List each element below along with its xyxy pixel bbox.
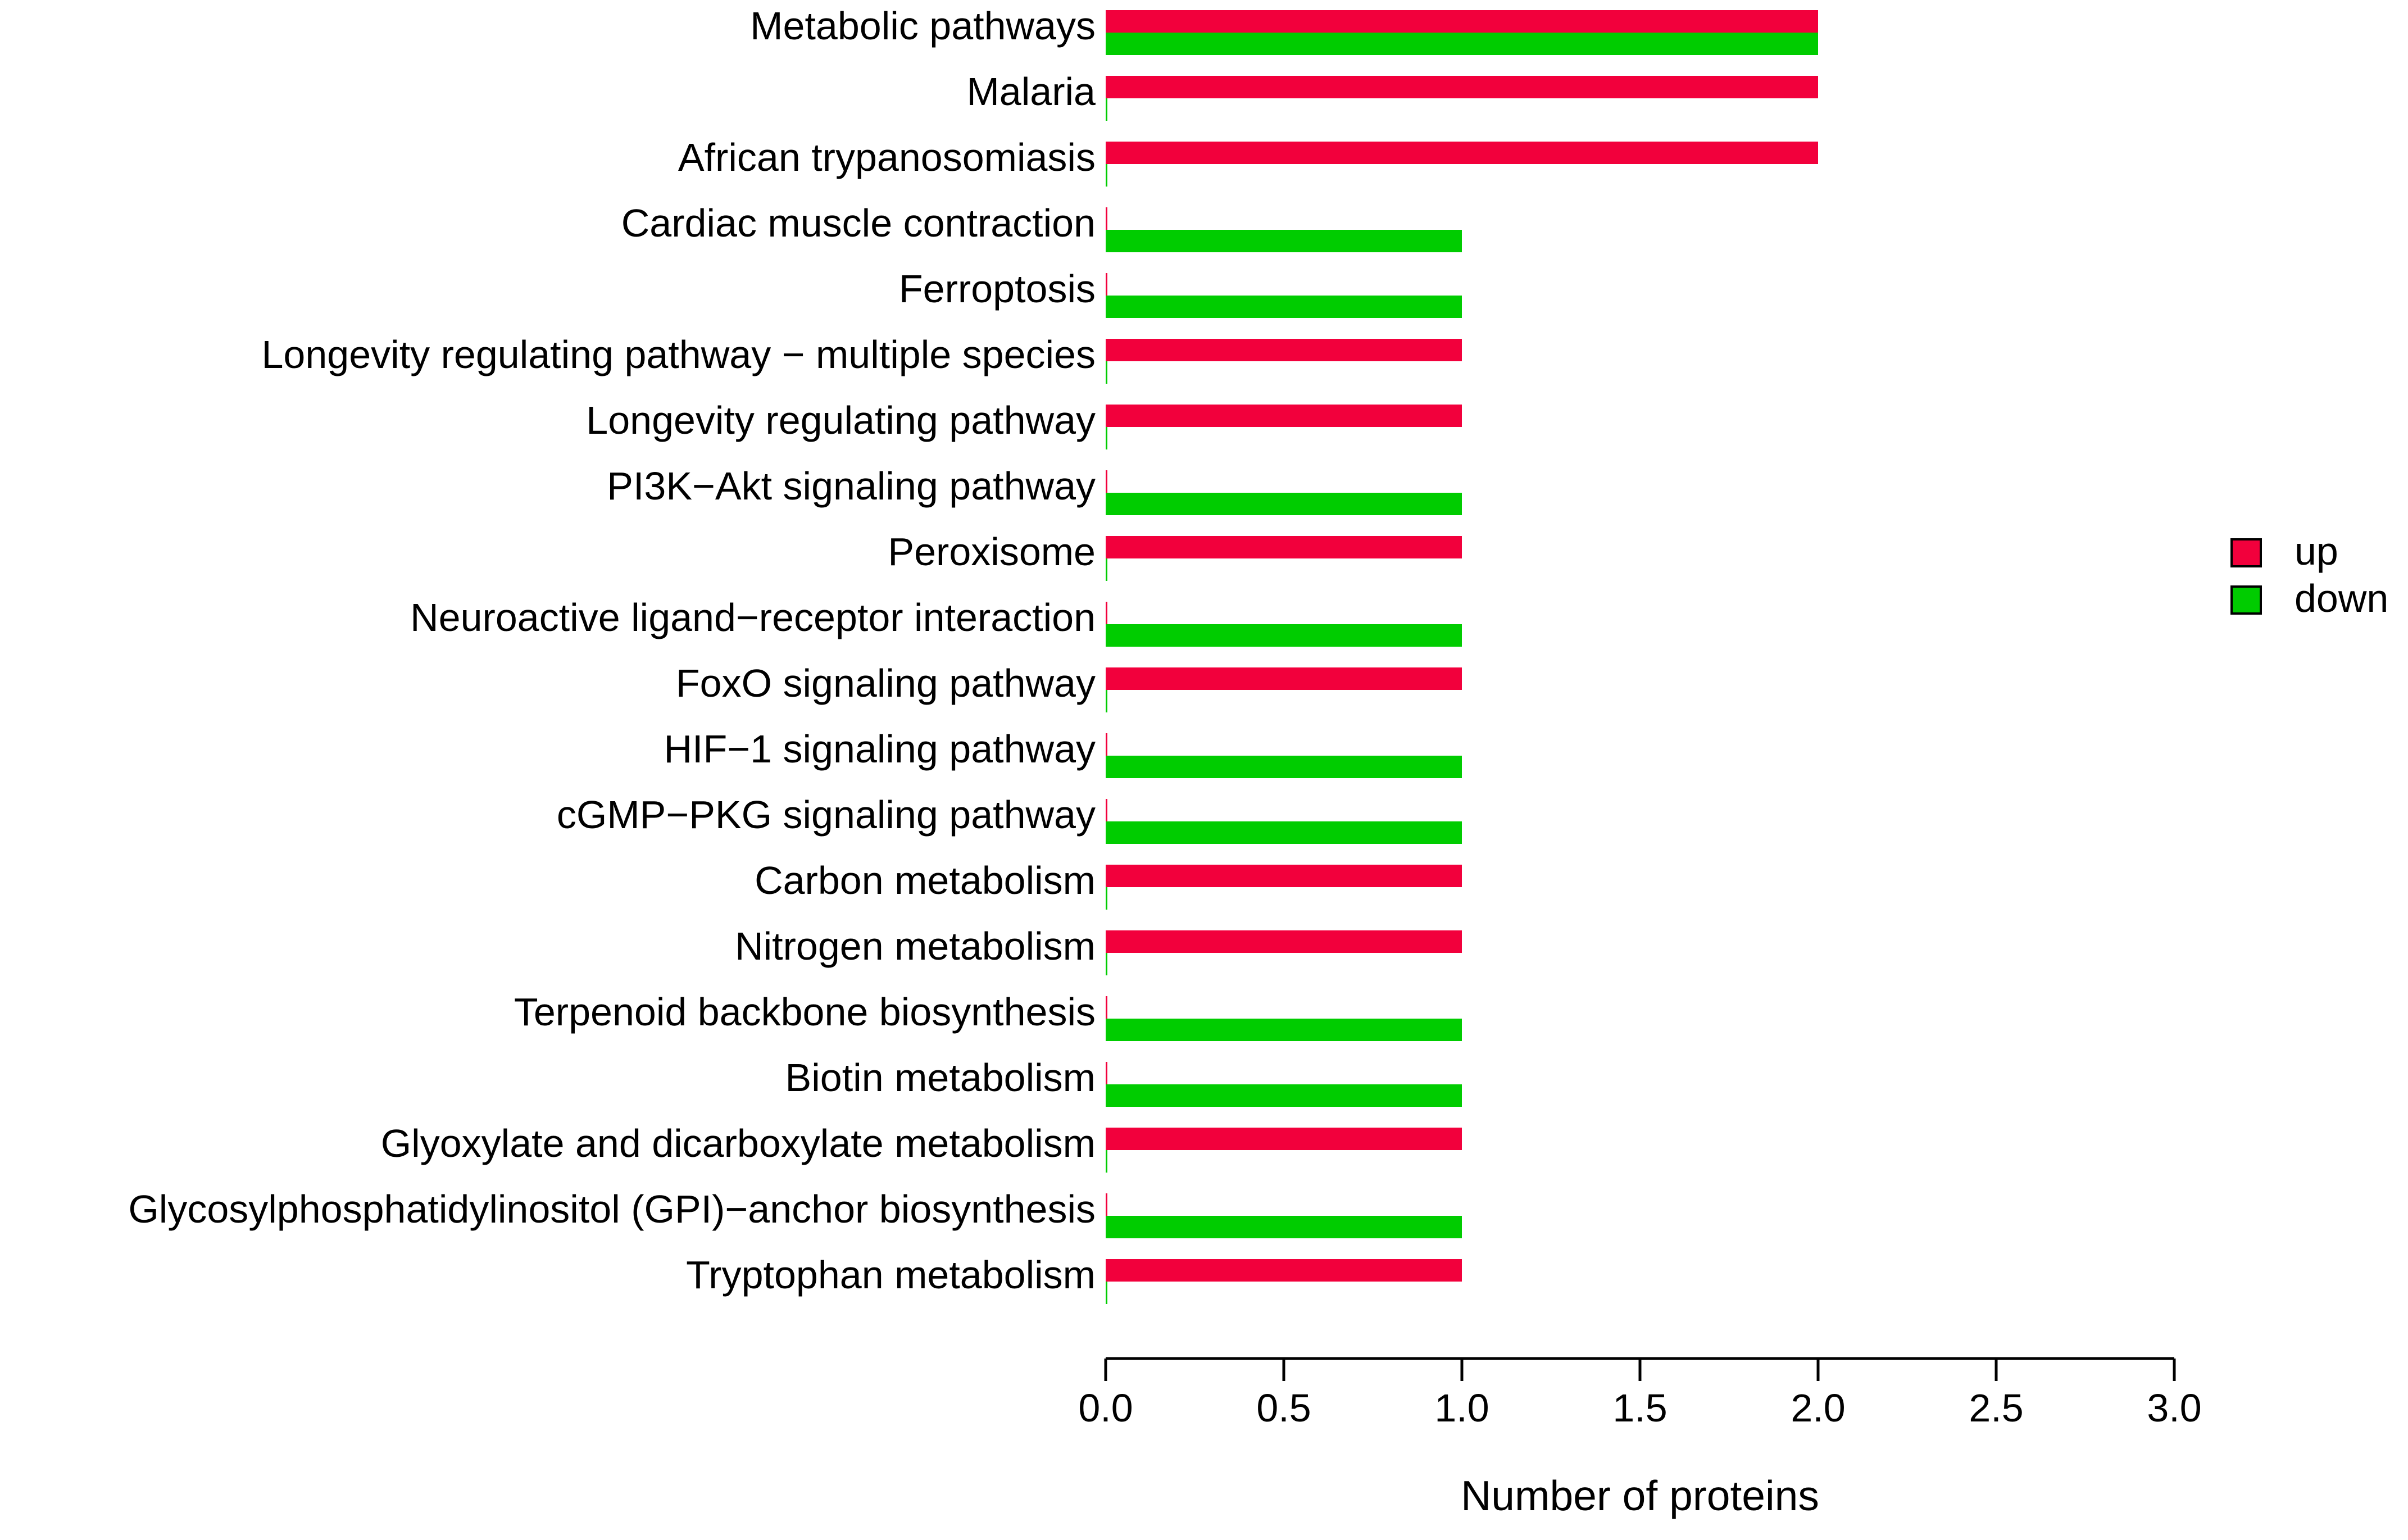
bar-up [1106,667,1462,690]
category-label: Longevity regulating pathway [586,398,1096,442]
bar-up [1106,76,1818,98]
x-tick-label: 2.5 [1969,1386,2023,1430]
bar-down [1106,558,1107,581]
category-label: African trypanosomiasis [678,135,1096,179]
bar-up [1106,1193,1107,1216]
bar-up [1106,799,1107,821]
x-axis-title: Number of proteins [1461,1472,1819,1519]
bar-up [1106,1128,1462,1150]
bar-down [1106,1282,1107,1304]
bar-down [1106,1084,1462,1107]
category-label: Ferroptosis [899,267,1096,311]
bar-up [1106,10,1818,33]
category-label: Carbon metabolism [755,858,1096,902]
category-label: Peroxisome [888,530,1096,574]
bar-down [1106,887,1107,910]
category-label: Nitrogen metabolism [735,924,1096,968]
bar-down [1106,690,1107,712]
category-label: Cardiac muscle contraction [621,201,1096,245]
bar-down [1106,296,1462,318]
legend-swatch-down [2230,585,2262,615]
category-label: cGMP−PKG signaling pathway [557,793,1096,837]
bar-down [1106,361,1107,384]
bar-down [1106,230,1462,252]
bar-up [1106,1259,1462,1282]
bar-down [1106,821,1462,844]
x-tick-label: 1.5 [1612,1386,1667,1430]
category-labels: Metabolic pathways Malaria African trypano… [128,4,1096,1297]
bar-down [1106,1019,1462,1041]
bar-up [1106,273,1107,296]
category-label: Metabolic pathways [750,4,1096,48]
legend-label-up: up [2295,529,2338,573]
bar-up [1106,733,1107,756]
category-label: Neuroactive ligand−receptor interaction [410,596,1096,639]
bar-up [1106,865,1462,887]
bar-up [1106,1062,1107,1084]
bars-layer [1106,10,1818,1304]
bar-up [1106,142,1818,164]
category-label: FoxO signaling pathway [676,661,1096,705]
category-label: Biotin metabolism [785,1056,1096,1100]
category-label: PI3K−Akt signaling pathway [607,464,1096,508]
bar-up [1106,536,1462,558]
bar-up [1106,996,1107,1019]
bar-up [1106,207,1107,230]
category-label: Tryptophan metabolism [686,1253,1096,1297]
x-tick-label: 0.5 [1256,1386,1311,1430]
bar-down [1106,1216,1462,1238]
bar-down [1106,624,1462,647]
bar-up [1106,470,1107,493]
bar-down [1106,98,1107,121]
bar-down [1106,33,1818,55]
bar-up [1106,405,1462,427]
category-label: Glycosylphosphatidylinositol (GPI)−ancho… [128,1187,1096,1231]
category-label: Terpenoid backbone biosynthesis [514,990,1096,1034]
bar-down [1106,1150,1107,1173]
category-label: HIF−1 signaling pathway [664,727,1096,771]
bar-down [1106,164,1107,187]
x-axis: 0.0 0.5 1.0 1.5 2.0 2.5 3.0 [1078,1357,2202,1430]
x-tick-label: 2.0 [1791,1386,1845,1430]
bar-down [1106,493,1462,515]
legend-swatch-up [2230,538,2262,567]
x-tick-label: 3.0 [2147,1386,2201,1430]
bar-down [1106,756,1462,778]
bar-down [1106,427,1107,449]
bar-down [1106,953,1107,975]
x-tick-label: 0.0 [1078,1386,1133,1430]
category-label: Malaria [966,70,1096,113]
category-label: Glyoxylate and dicarboxylate metabolism [381,1121,1096,1165]
category-label: Longevity regulating pathway − multiple … [262,333,1096,376]
bar-up [1106,930,1462,953]
x-tick-label: 1.0 [1434,1386,1489,1430]
bar-up [1106,339,1462,361]
legend-label-down: down [2295,576,2388,620]
bar-up [1106,602,1107,624]
